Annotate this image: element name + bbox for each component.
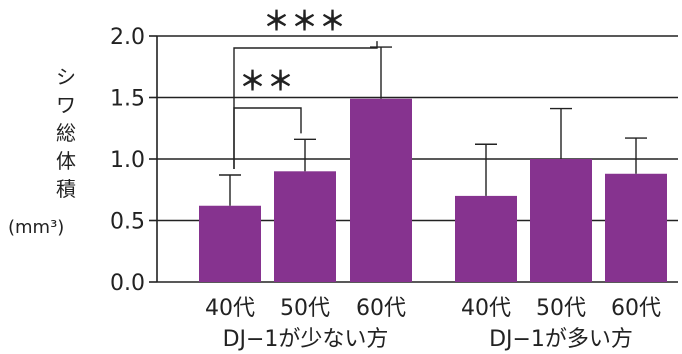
category-labels: 40代 50代 60代 40代 50代 60代 [205, 296, 661, 321]
y-axis-unit: (mm³) [8, 217, 64, 238]
y-axis-title-char: 積 [56, 177, 76, 201]
category-label: 60代 [611, 296, 661, 321]
group-label: DJ−1が少ない方 [223, 327, 389, 352]
axes: 0.0 0.5 1.0 1.5 2.0 [110, 25, 158, 296]
y-tick-label: 2.0 [110, 25, 145, 50]
bar [199, 205, 261, 282]
significance-label: ＊＊ [239, 67, 295, 97]
category-label: 60代 [356, 296, 406, 321]
category-label: 50代 [536, 296, 586, 321]
y-axis-title-char: 総 [56, 121, 76, 145]
bars [199, 98, 667, 282]
significance-brackets: ＊＊＊＊＊ [233, 7, 378, 169]
y-tick-label: 0.0 [110, 271, 145, 296]
bar [530, 159, 592, 282]
y-axis-title-char: 体 [56, 149, 76, 173]
y-tick-label: 0.5 [110, 210, 145, 235]
bar [350, 98, 412, 282]
category-label: 40代 [461, 296, 511, 321]
significance-bracket [233, 41, 378, 169]
group-labels: DJ−1が少ない方 DJ−1が多い方 [223, 327, 633, 352]
significance-label: ＊＊＊ [263, 7, 347, 37]
y-axis-title-char: シ [56, 65, 76, 89]
y-tick-label: 1.5 [110, 87, 145, 112]
category-label: 40代 [205, 296, 255, 321]
error-bars [219, 46, 647, 206]
y-tick-label: 1.0 [110, 148, 145, 173]
bar [605, 173, 667, 282]
bar [455, 195, 517, 282]
group-label: DJ−1が多い方 [489, 327, 633, 352]
bar [274, 171, 336, 282]
category-label: 50代 [280, 296, 330, 321]
y-axis-title-char: ワ [56, 93, 76, 117]
significance-bracket [233, 107, 302, 169]
